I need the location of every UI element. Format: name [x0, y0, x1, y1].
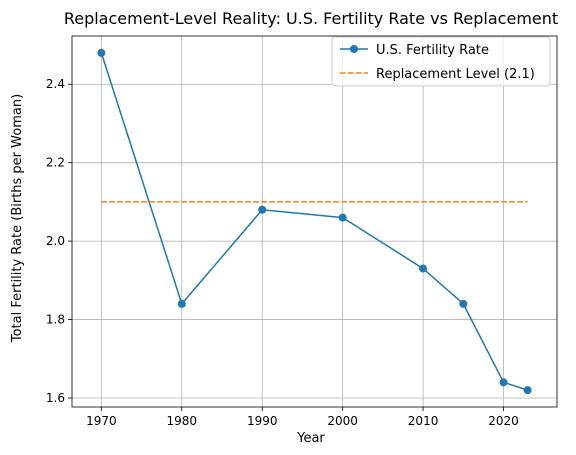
data-point-fertility	[177, 299, 186, 308]
data-point-fertility	[258, 205, 267, 214]
data-point-fertility	[499, 378, 508, 387]
legend: U.S. Fertility Rate Replacement Level (2…	[331, 36, 551, 87]
chart-title: Replacement-Level Reality: U.S. Fertilit…	[64, 9, 558, 28]
data-point-fertility	[97, 48, 106, 57]
y-axis-label: Total Fertility Rate (Births per Woman)	[10, 94, 25, 343]
data-point-fertility	[523, 386, 532, 395]
plot-frame	[71, 35, 558, 408]
y-tick-label: 1.6	[46, 391, 65, 405]
y-axis: 1.6 1.8 2.0 2.2 2.4	[46, 77, 72, 405]
y-tick-label: 1.8	[46, 313, 65, 327]
data-point-fertility	[459, 299, 468, 308]
x-tick-label: 2010	[408, 414, 439, 428]
y-tick-label: 2.4	[46, 77, 65, 91]
data-point-fertility	[419, 264, 428, 273]
x-tick-label: 2020	[488, 414, 519, 428]
y-tick-label: 2.0	[46, 234, 65, 248]
series-line-fertility	[100, 52, 528, 391]
x-axis: 1970 1980 1990 2000 2010 2020	[86, 407, 519, 428]
x-tick-label: 1970	[86, 414, 117, 428]
data-point-fertility	[338, 213, 347, 222]
series-layer	[97, 48, 532, 395]
x-tick-label: 2000	[327, 414, 358, 428]
x-tick-label: 1990	[247, 414, 278, 428]
legend-label-fertility: U.S. Fertility Rate	[376, 43, 489, 58]
x-axis-label: Year	[296, 431, 325, 446]
legend-label-replacement: Replacement Level (2.1)	[376, 67, 535, 82]
legend-marker-fertility	[350, 45, 358, 53]
legend-box	[331, 36, 551, 87]
x-tick-label: 1980	[167, 414, 198, 428]
y-tick-label: 2.2	[46, 156, 65, 170]
